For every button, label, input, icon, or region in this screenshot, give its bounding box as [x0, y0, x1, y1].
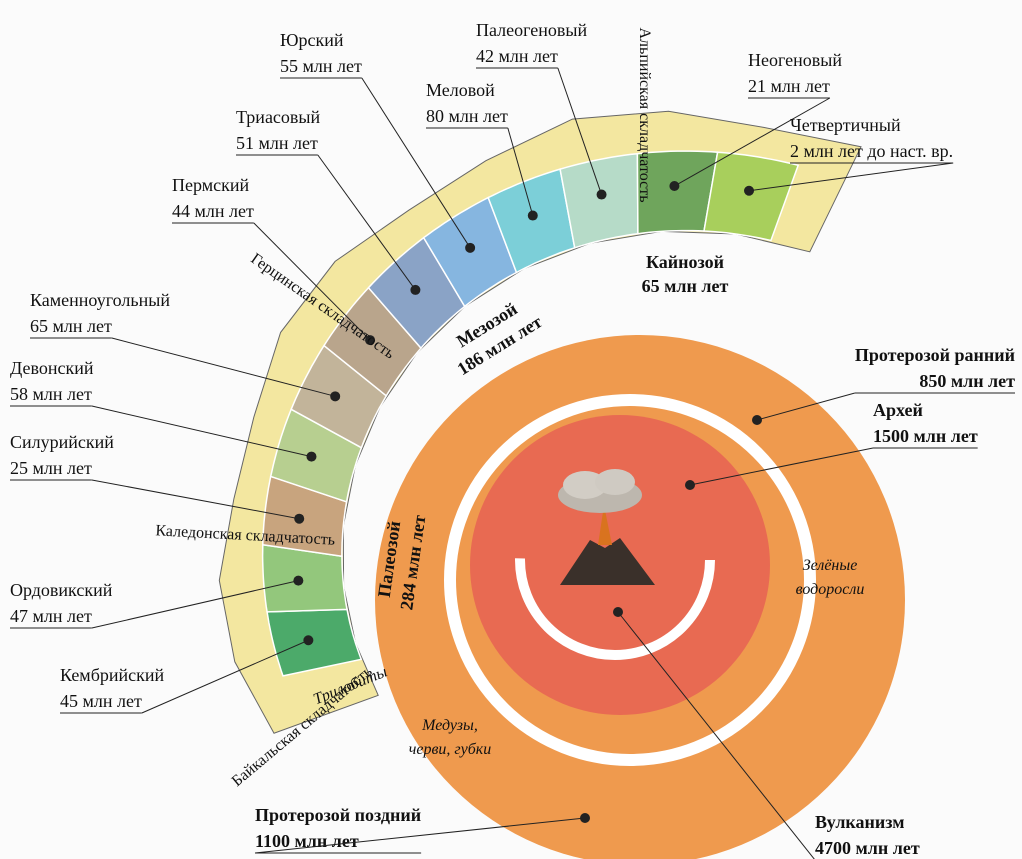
note-text: Медузы,: [421, 717, 478, 734]
pointer-dot: [597, 190, 607, 200]
pointer-dot: [613, 607, 623, 617]
label-duration: 51 млн лет: [236, 133, 318, 153]
label-name: Меловой: [426, 80, 495, 100]
label-name: Четвертичный: [790, 115, 901, 135]
pointer-dot: [410, 285, 420, 295]
label-duration: 21 млн лет: [748, 76, 830, 96]
note-text: водоросли: [796, 581, 865, 598]
folding-label: Альпийская складчатость: [636, 27, 653, 202]
era-name: Кайнозой: [646, 252, 724, 272]
label-duration: 1100 млн лет: [255, 831, 359, 851]
label-name: Неогеновый: [748, 50, 842, 70]
label-duration: 44 млн лет: [172, 201, 254, 221]
period-sector: [560, 154, 638, 248]
pointer-dot: [669, 181, 679, 191]
label-duration: 58 млн лет: [10, 384, 92, 404]
pointer-dot: [465, 243, 475, 253]
label-name: Вулканизм: [815, 812, 905, 832]
label-name: Юрский: [280, 30, 344, 50]
label-duration: 4700 млн лет: [815, 838, 920, 858]
label-duration: 25 млн лет: [10, 458, 92, 478]
era-duration: 65 млн лет: [642, 276, 729, 296]
pointer-dot: [580, 813, 590, 823]
label-duration: 80 млн лет: [426, 106, 508, 126]
pointer-dot: [528, 211, 538, 221]
label-name: Протерозой ранний: [855, 345, 1015, 365]
label-name: Протерозой поздний: [255, 805, 421, 825]
pointer-dot: [752, 415, 762, 425]
pointer-dot: [294, 514, 304, 524]
label-name: Триасовый: [236, 107, 321, 127]
diagram: Кембрийский 45 млн лет Ордовикский 47 млн л…: [0, 0, 1022, 859]
label-duration: 1500 млн лет: [873, 426, 978, 446]
label-duration: 65 млн лет: [30, 316, 112, 336]
pointer-dot: [744, 186, 754, 196]
label-duration: 45 млн лет: [60, 691, 142, 711]
label-name: Силурийский: [10, 432, 114, 452]
note-text: черви, губки: [409, 741, 492, 758]
label-duration: 47 млн лет: [10, 606, 92, 626]
label-name: Каменноугольный: [30, 290, 170, 310]
label-duration: 850 млн лет: [919, 371, 1015, 391]
label-duration: 2 млн лет до наст. вр.: [790, 141, 953, 161]
pointer-dot: [293, 576, 303, 586]
label-name: Палеогеновый: [476, 20, 587, 40]
label-name: Пермский: [172, 175, 249, 195]
pointer-dot: [306, 452, 316, 462]
label-name: Архей: [873, 400, 923, 420]
label-name: Ордовикский: [10, 580, 113, 600]
label-name: Кембрийский: [60, 665, 164, 685]
pointer-dot: [303, 635, 313, 645]
label-duration: 42 млн лет: [476, 46, 558, 66]
label-duration: 55 млн лет: [280, 56, 362, 76]
pointer-dot: [685, 480, 695, 490]
label-name: Девонский: [10, 358, 94, 378]
note-text: Зелёные: [803, 557, 858, 574]
pointer-dot: [330, 391, 340, 401]
